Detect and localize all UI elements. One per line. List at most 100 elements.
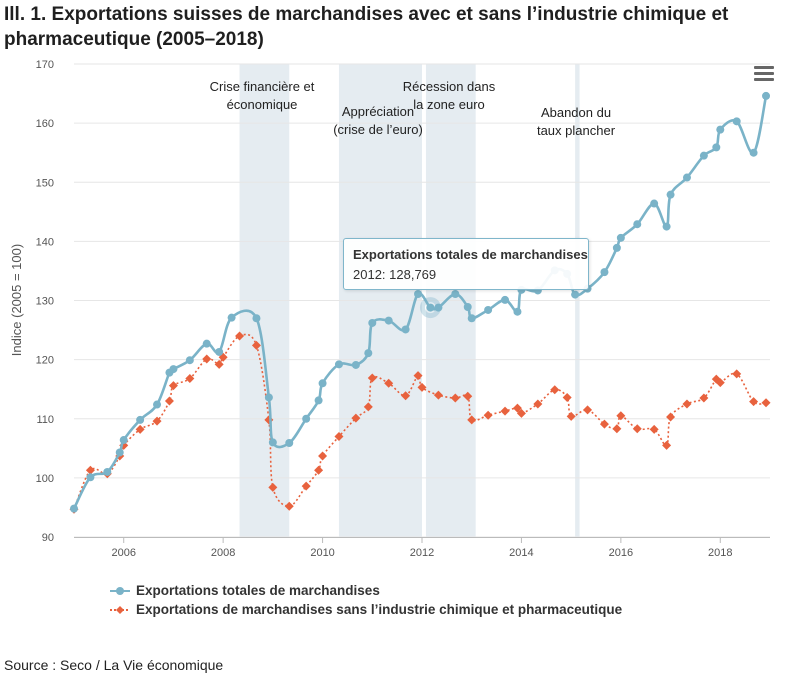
legend-item-sans-chimie[interactable]: Exportations de marchandises sans l’indu… bbox=[110, 600, 622, 619]
point-sans-chimie bbox=[612, 424, 622, 434]
point-sans-chimie bbox=[533, 399, 543, 409]
point-total bbox=[666, 190, 675, 199]
hamburger-bar bbox=[754, 72, 774, 75]
point-total bbox=[699, 151, 708, 160]
point-sans-chimie bbox=[463, 391, 473, 401]
point-total bbox=[612, 243, 621, 252]
point-sans-chimie bbox=[682, 399, 692, 409]
point-total bbox=[368, 318, 377, 327]
point-total bbox=[434, 303, 443, 312]
point-sans-chimie bbox=[367, 373, 377, 383]
y-tick-label: 140 bbox=[36, 236, 54, 248]
point-total bbox=[285, 438, 294, 447]
point-total bbox=[86, 473, 95, 482]
x-tick-label: 2012 bbox=[410, 547, 434, 559]
point-sans-chimie bbox=[662, 440, 672, 450]
band-label: taux plancher bbox=[537, 123, 616, 138]
point-total bbox=[662, 222, 671, 231]
band-label: Abandon du bbox=[541, 105, 611, 120]
point-sans-chimie bbox=[550, 385, 560, 395]
point-total bbox=[451, 289, 460, 298]
x-axis: 2006 2008 2010 2012 2014 2016 2018 bbox=[74, 537, 770, 559]
point-total bbox=[484, 305, 493, 314]
point-sans-chimie bbox=[413, 371, 423, 381]
band-label: Appréciation bbox=[342, 104, 414, 119]
point-sans-chimie bbox=[761, 398, 771, 408]
point-sans-chimie bbox=[384, 378, 394, 388]
point-sans-chimie bbox=[334, 431, 344, 441]
point-total bbox=[115, 448, 124, 457]
band-label: Récession dans bbox=[403, 79, 496, 94]
chart-menu-button[interactable] bbox=[754, 66, 774, 82]
point-sans-chimie bbox=[164, 396, 174, 406]
point-sans-chimie bbox=[715, 378, 725, 388]
point-sans-chimie bbox=[699, 393, 709, 403]
point-total bbox=[384, 316, 393, 325]
point-total bbox=[169, 365, 178, 374]
point-total bbox=[119, 436, 128, 445]
x-tick-label: 2006 bbox=[111, 547, 135, 559]
hovered-point-halo bbox=[419, 297, 441, 319]
point-total bbox=[314, 396, 323, 405]
point-sans-chimie bbox=[168, 381, 178, 391]
point-sans-chimie bbox=[433, 390, 443, 400]
band-label: la zone euro bbox=[413, 97, 485, 112]
point-sans-chimie bbox=[301, 481, 311, 491]
point-sans-chimie bbox=[363, 402, 373, 412]
chart-title: Ill. 1. Exportations suisses de marchand… bbox=[4, 4, 729, 50]
point-total bbox=[153, 400, 162, 409]
point-sans-chimie bbox=[401, 391, 411, 401]
point-sans-chimie bbox=[450, 393, 460, 403]
legend: Exportations totales de marchandises Exp… bbox=[110, 581, 622, 619]
data-series bbox=[69, 91, 771, 514]
point-sans-chimie bbox=[284, 501, 294, 511]
point-total bbox=[633, 220, 642, 229]
source-note: Source : Seco / La Vie économique bbox=[4, 657, 224, 673]
point-total bbox=[716, 125, 725, 134]
hamburger-bar bbox=[754, 78, 774, 81]
point-sans-chimie bbox=[85, 465, 95, 475]
x-tick-label: 2018 bbox=[708, 547, 732, 559]
point-sans-chimie bbox=[516, 408, 526, 418]
y-tick-label: 90 bbox=[42, 532, 54, 544]
legend-label-sans-chimie: Exportations de marchandises sans l’indu… bbox=[136, 602, 623, 617]
y-axis-label: Indice (2005 = 100) bbox=[9, 244, 24, 356]
x-tick-label: 2010 bbox=[310, 547, 334, 559]
point-total bbox=[426, 303, 435, 312]
point-total bbox=[616, 233, 625, 242]
point-total bbox=[463, 303, 472, 312]
point-sans-chimie bbox=[467, 415, 477, 425]
point-sans-chimie bbox=[152, 416, 162, 426]
point-sans-chimie bbox=[268, 482, 278, 492]
point-total bbox=[501, 295, 510, 304]
band-label: économique bbox=[227, 97, 298, 112]
point-sans-chimie bbox=[251, 340, 261, 350]
point-total bbox=[264, 393, 273, 402]
point-total bbox=[513, 307, 522, 316]
y-tick-label: 160 bbox=[36, 118, 54, 130]
point-total bbox=[650, 199, 659, 208]
point-sans-chimie bbox=[483, 410, 493, 420]
point-sans-chimie bbox=[202, 354, 212, 364]
point-total bbox=[600, 268, 609, 277]
point-sans-chimie bbox=[649, 424, 659, 434]
point-sans-chimie bbox=[562, 392, 572, 402]
point-total bbox=[762, 91, 771, 100]
point-total bbox=[103, 467, 112, 476]
tooltip-value: 2012: 128,769 bbox=[353, 267, 437, 282]
point-total bbox=[414, 289, 423, 298]
point-total bbox=[318, 379, 327, 388]
legend-marker-circle-icon bbox=[110, 586, 130, 595]
point-total bbox=[401, 325, 410, 334]
point-sans-chimie bbox=[632, 424, 642, 434]
point-total bbox=[571, 290, 580, 299]
point-sans-chimie bbox=[583, 405, 593, 415]
point-sans-chimie bbox=[417, 382, 427, 392]
point-total bbox=[364, 349, 373, 358]
point-total bbox=[682, 173, 691, 182]
point-sans-chimie bbox=[318, 451, 328, 461]
x-tick-label: 2008 bbox=[211, 547, 235, 559]
legend-item-total[interactable]: Exportations totales de marchandises bbox=[110, 581, 622, 600]
point-total bbox=[252, 314, 261, 323]
